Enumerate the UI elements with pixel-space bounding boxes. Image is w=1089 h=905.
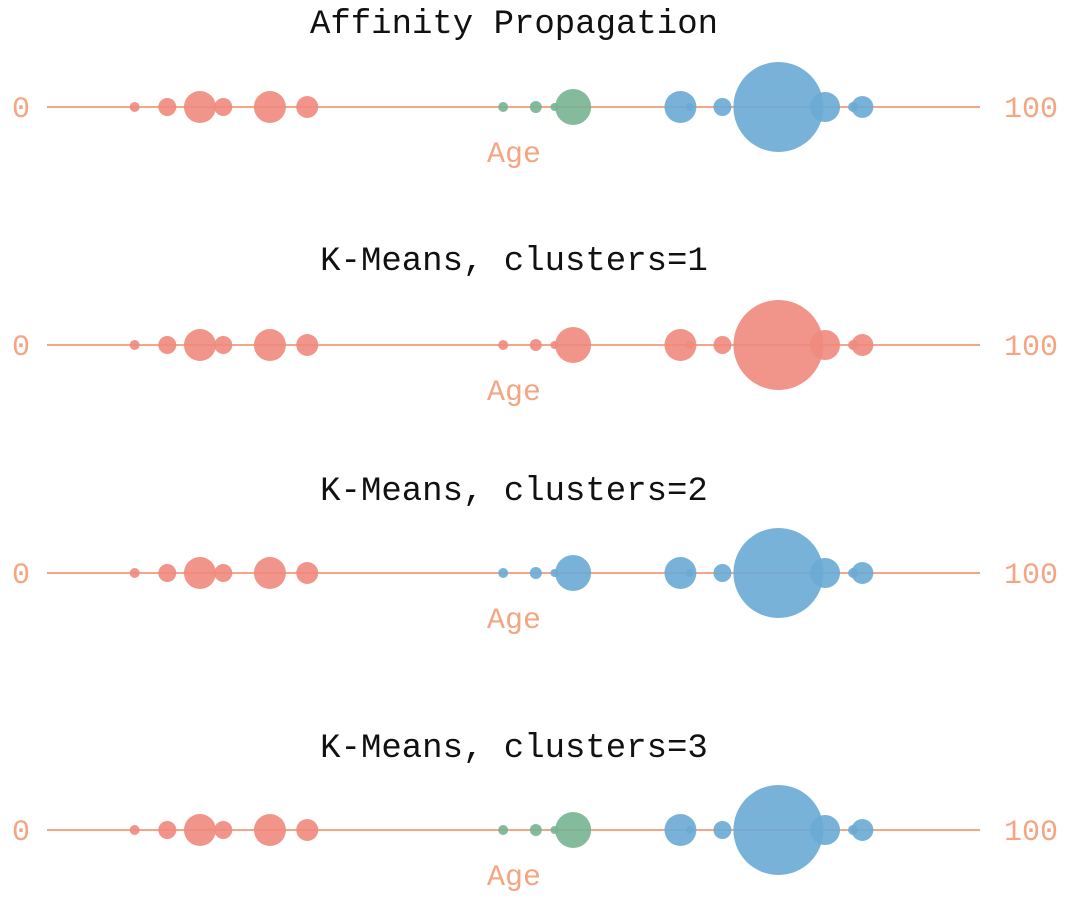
data-point (851, 819, 874, 841)
data-point (733, 62, 824, 152)
panel-title: K-Means, clusters=1 (320, 243, 708, 281)
data-point (664, 557, 697, 589)
data-point (713, 336, 732, 354)
data-point (810, 558, 841, 588)
data-point (685, 103, 694, 111)
data-point (733, 785, 824, 875)
data-point (529, 567, 542, 579)
data-point (214, 564, 233, 582)
data-point (129, 102, 140, 112)
axis-label: Age (487, 138, 541, 172)
panel-title: Affinity Propagation (310, 6, 718, 44)
data-point (664, 91, 697, 123)
data-point (129, 825, 140, 835)
data-point (183, 91, 216, 123)
axis-min-label: 0 (12, 816, 30, 850)
data-point (733, 528, 824, 618)
data-point (529, 101, 542, 113)
data-point (253, 814, 286, 846)
data-point (158, 564, 177, 582)
data-point (555, 555, 592, 591)
data-point (253, 329, 286, 361)
data-point (498, 102, 509, 112)
data-point (296, 96, 319, 118)
data-point (158, 98, 177, 116)
data-point (129, 568, 140, 578)
data-point (183, 814, 216, 846)
data-point (685, 826, 694, 834)
data-point (529, 824, 542, 836)
data-point (253, 557, 286, 589)
data-point (183, 329, 216, 361)
data-point (664, 814, 697, 846)
data-point (810, 815, 841, 845)
data-point (713, 821, 732, 839)
data-point (214, 336, 233, 354)
data-point (296, 562, 319, 584)
axis-max-label: 100 (1004, 93, 1058, 127)
data-point (733, 300, 824, 390)
data-point (253, 91, 286, 123)
panel-1: Affinity Propagation 0 100 Age (12, 6, 1058, 172)
panel-title: K-Means, clusters=3 (320, 730, 708, 768)
axis-label: Age (487, 861, 541, 895)
data-point (851, 334, 874, 356)
data-point (555, 327, 592, 363)
data-point (158, 336, 177, 354)
data-point (158, 821, 177, 839)
data-point (214, 98, 233, 116)
panel-3: K-Means, clusters=2 0 100 Age (12, 473, 1058, 638)
axis-max-label: 100 (1004, 816, 1058, 850)
data-point (296, 819, 319, 841)
data-point (851, 562, 874, 584)
axis-label: Age (487, 604, 541, 638)
data-point (851, 96, 874, 118)
panel-2: K-Means, clusters=1 0 100 Age (12, 243, 1058, 410)
axis-min-label: 0 (12, 559, 30, 593)
axis-min-label: 0 (12, 331, 30, 365)
data-point (555, 89, 592, 125)
axis-min-label: 0 (12, 93, 30, 127)
data-point (498, 825, 509, 835)
data-point (529, 339, 542, 351)
data-point (685, 341, 694, 349)
data-point (713, 564, 732, 582)
data-point (296, 334, 319, 356)
panel-4: K-Means, clusters=3 0 100 Age (12, 730, 1058, 895)
data-point (810, 330, 841, 360)
data-point (555, 812, 592, 848)
data-point (664, 329, 697, 361)
axis-max-label: 100 (1004, 331, 1058, 365)
data-point (129, 340, 140, 350)
data-point (498, 340, 509, 350)
data-point (498, 568, 509, 578)
data-point (183, 557, 216, 589)
panel-title: K-Means, clusters=2 (320, 473, 708, 511)
data-point (685, 569, 694, 577)
axis-label: Age (487, 376, 541, 410)
data-point (713, 98, 732, 116)
axis-max-label: 100 (1004, 559, 1058, 593)
data-point (214, 821, 233, 839)
data-point (810, 92, 841, 122)
